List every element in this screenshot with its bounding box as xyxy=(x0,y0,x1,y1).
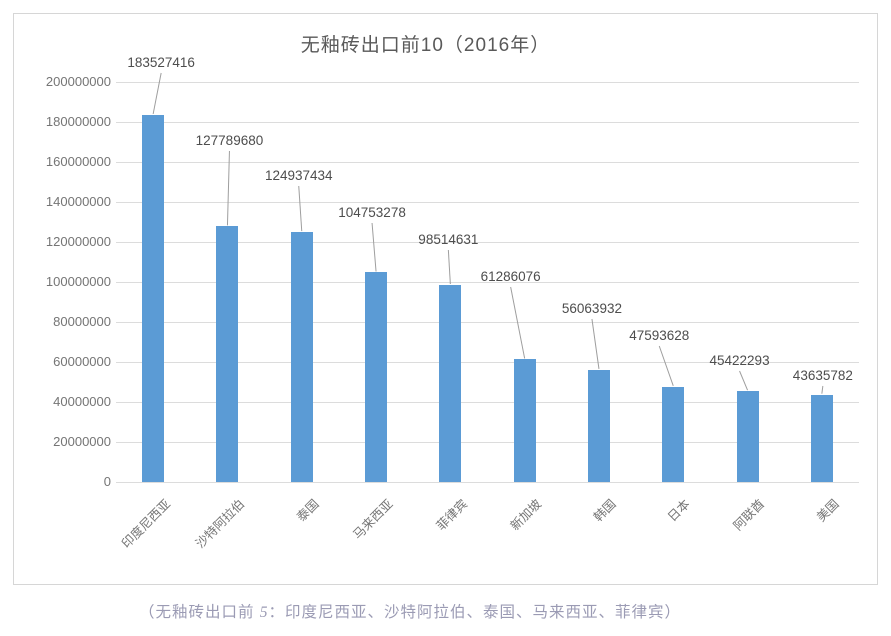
y-gridline xyxy=(116,322,859,323)
leader-line xyxy=(152,72,162,115)
y-gridline xyxy=(116,402,859,403)
bar-value-label: 104753278 xyxy=(338,205,406,220)
y-tick-label: 160000000 xyxy=(45,154,111,169)
x-category-label: 印度尼西亚 xyxy=(118,496,173,551)
leader-line xyxy=(447,249,451,285)
bar-泰国 xyxy=(290,232,313,482)
caption-suffix: ：印度尼西亚、沙特阿拉伯、泰国、马来西亚、菲律宾） xyxy=(268,604,682,621)
chart-caption: （无釉砖出口前 5：印度尼西亚、沙特阿拉伯、泰国、马来西亚、菲律宾） xyxy=(0,600,820,622)
bar-value-label: 98514631 xyxy=(418,232,479,247)
y-tick-label: 20000000 xyxy=(53,434,111,449)
x-category-label: 新加坡 xyxy=(507,496,545,534)
bar-印度尼西亚 xyxy=(142,114,165,482)
bar-新加坡 xyxy=(513,359,536,482)
bar-阿联酋 xyxy=(736,391,759,482)
y-gridline xyxy=(116,482,859,483)
x-category-label: 马来西亚 xyxy=(350,496,396,543)
y-tick-label: 140000000 xyxy=(45,194,111,209)
x-category-label: 沙特阿拉伯 xyxy=(193,496,248,551)
x-category-label: 泰国 xyxy=(293,496,322,525)
x-category-label: 美国 xyxy=(813,496,842,525)
y-gridline xyxy=(116,162,859,163)
bar-菲律宾 xyxy=(439,284,462,482)
leader-line xyxy=(371,222,377,272)
bar-美国 xyxy=(810,394,833,482)
bar-value-label: 45422293 xyxy=(709,353,770,368)
x-category-label: 日本 xyxy=(665,496,693,525)
leader-line xyxy=(658,345,674,386)
x-category-label: 阿联酋 xyxy=(730,496,768,534)
y-gridline xyxy=(116,282,859,283)
x-category-label: 菲律宾 xyxy=(433,496,471,534)
leader-line xyxy=(821,385,824,394)
y-gridline xyxy=(116,82,859,83)
bar-韩国 xyxy=(587,369,610,482)
y-gridline xyxy=(116,242,859,243)
y-gridline xyxy=(116,202,859,203)
y-gridline xyxy=(116,122,859,123)
bar-日本 xyxy=(662,386,685,482)
bar-value-label: 127789680 xyxy=(195,133,264,148)
y-tick-label: 0 xyxy=(103,474,111,489)
bar-value-label: 124937434 xyxy=(264,168,333,183)
bar-value-label: 183527416 xyxy=(127,55,195,70)
bar-马来西亚 xyxy=(365,272,388,482)
bar-value-label: 61286076 xyxy=(480,269,541,284)
bar-value-label: 43635782 xyxy=(792,368,853,383)
y-tick-label: 180000000 xyxy=(45,114,111,129)
bar-沙特阿拉伯 xyxy=(216,226,239,482)
caption-prefix: （无釉砖出口前 xyxy=(138,604,260,621)
y-gridline xyxy=(116,362,859,363)
leader-line xyxy=(298,185,303,232)
y-tick-label: 100000000 xyxy=(45,274,111,289)
chart-title: 无釉砖出口前10（2016年） xyxy=(300,35,551,56)
y-tick-label: 120000000 xyxy=(45,234,111,249)
bar-value-label: 56063932 xyxy=(561,301,622,316)
y-tick-label: 40000000 xyxy=(53,394,111,409)
leader-line xyxy=(739,370,749,391)
bar-chart: 无釉砖出口前10（2016年） 0 20000000 40000000 6000000… xyxy=(13,13,878,585)
bar-value-label: 47593628 xyxy=(629,328,690,343)
y-tick-label: 200000000 xyxy=(45,74,111,89)
x-category-label: 韩国 xyxy=(591,496,619,525)
caption-top5-number: 5 xyxy=(259,604,269,621)
y-tick-label: 80000000 xyxy=(53,314,111,329)
y-gridline xyxy=(116,442,859,443)
y-tick-label: 60000000 xyxy=(53,354,111,369)
